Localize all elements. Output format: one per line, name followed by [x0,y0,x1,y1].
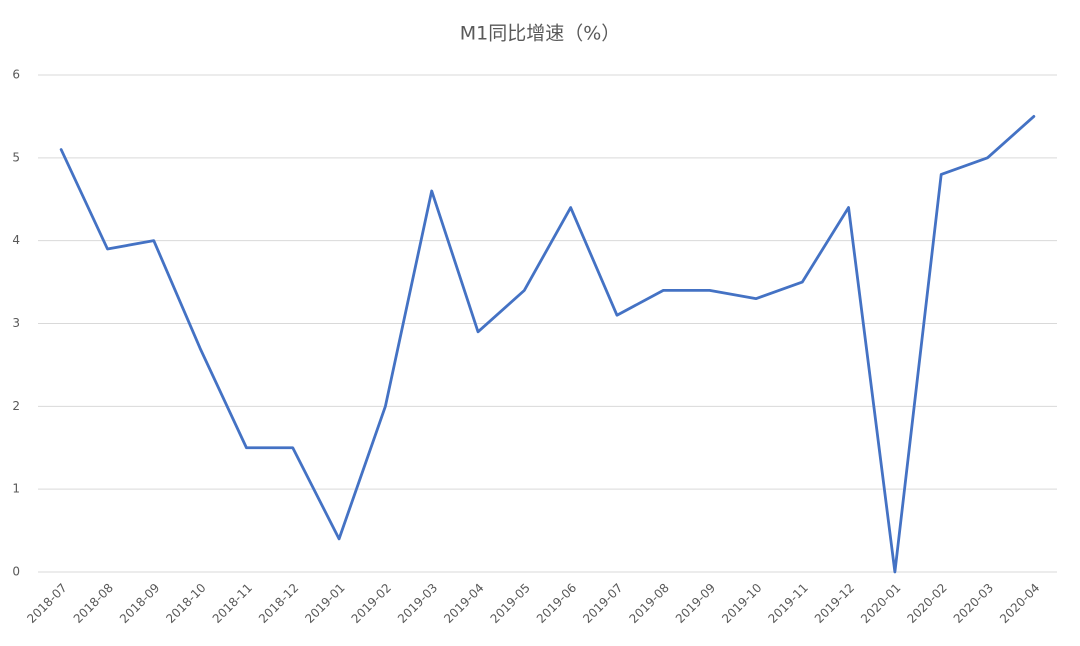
data-line [59,115,1036,574]
y-tick-label: 6 [12,68,20,82]
y-tick-label: 3 [12,316,20,330]
y-tick-label: 5 [12,150,20,164]
y-tick-label: 1 [12,482,20,496]
y-tick-label: 4 [12,233,20,247]
y-tick-label: 0 [12,565,20,579]
chart-title: M1同比增速（%） [460,23,621,45]
y-tick-label: 2 [12,399,20,413]
